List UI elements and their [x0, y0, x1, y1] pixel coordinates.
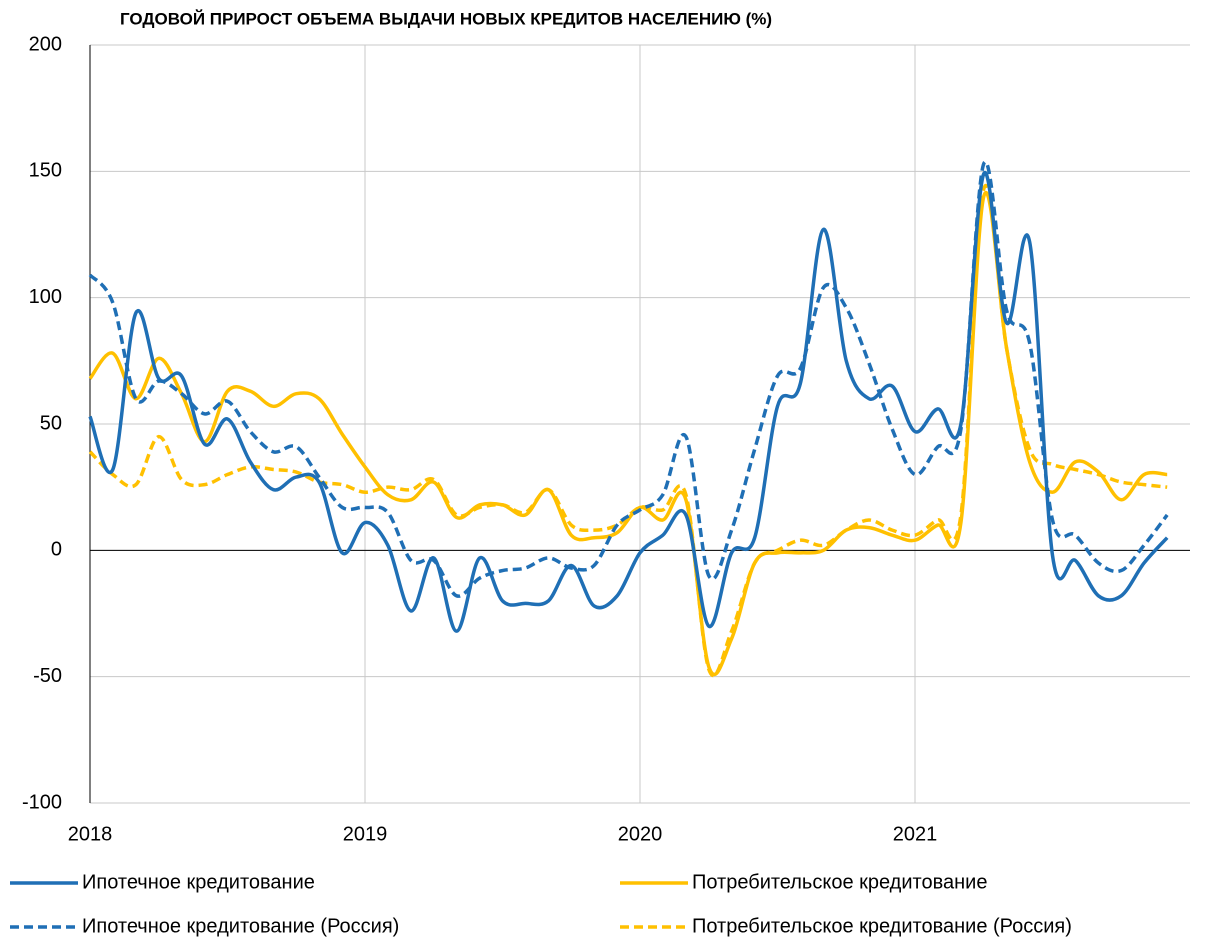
legend-label: Ипотечное кредитование (Россия) [82, 915, 399, 937]
chart-title: ГОДОВОЙ ПРИРОСТ ОБЪЕМА ВЫДАЧИ НОВЫХ КРЕД… [120, 9, 772, 28]
x-tick-label: 2020 [618, 823, 663, 845]
y-tick-label: 150 [29, 160, 62, 182]
y-tick-label: 0 [51, 539, 62, 561]
legend-label: Потребительское кредитование [692, 871, 987, 893]
y-tick-label: 100 [29, 286, 62, 308]
x-tick-label: 2019 [343, 823, 388, 845]
line [88, 171, 1169, 633]
legend-label: Ипотечное кредитование [82, 871, 315, 893]
line [88, 183, 1168, 678]
line [88, 160, 1169, 598]
x-tick-label: 2018 [68, 823, 113, 845]
y-tick-label: 200 [29, 33, 62, 55]
y-tick-label: -100 [22, 791, 62, 813]
x-tick-label: 2021 [893, 823, 938, 845]
y-tick-label: 50 [40, 412, 62, 434]
legend-label: Потребительское кредитование (Россия) [692, 915, 1072, 937]
y-tick-label: -50 [33, 665, 62, 687]
